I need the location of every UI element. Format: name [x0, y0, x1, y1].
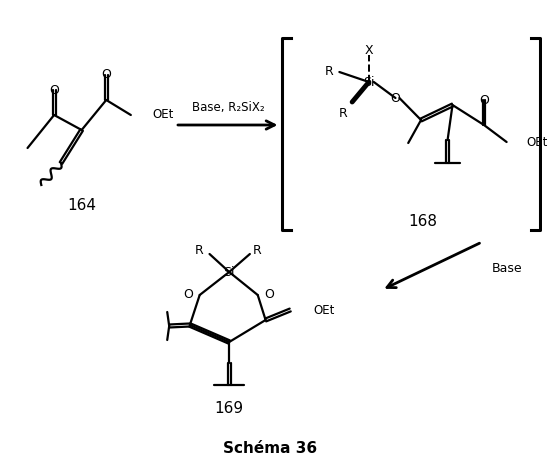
Text: OEt: OEt	[153, 108, 174, 121]
Text: R: R	[338, 107, 347, 120]
Text: O: O	[101, 68, 111, 81]
Text: OEt: OEt	[526, 135, 548, 148]
Text: R: R	[325, 66, 333, 79]
Text: R: R	[253, 245, 262, 258]
Text: O: O	[183, 288, 193, 301]
Text: O: O	[479, 93, 489, 106]
Text: 164: 164	[67, 198, 96, 213]
Text: O: O	[49, 84, 59, 97]
Text: Base: Base	[492, 261, 522, 274]
Text: X: X	[365, 45, 373, 58]
Text: Schéma 36: Schéma 36	[224, 440, 317, 456]
Text: O: O	[391, 92, 401, 105]
Text: 169: 169	[215, 400, 244, 416]
Text: O: O	[264, 288, 274, 301]
Text: OEt: OEt	[314, 304, 335, 317]
Text: Si: Si	[224, 266, 235, 279]
Text: Base, R₂SiX₂: Base, R₂SiX₂	[192, 101, 264, 114]
Text: Si: Si	[363, 75, 375, 88]
Text: R: R	[195, 245, 204, 258]
Text: 168: 168	[408, 214, 437, 230]
